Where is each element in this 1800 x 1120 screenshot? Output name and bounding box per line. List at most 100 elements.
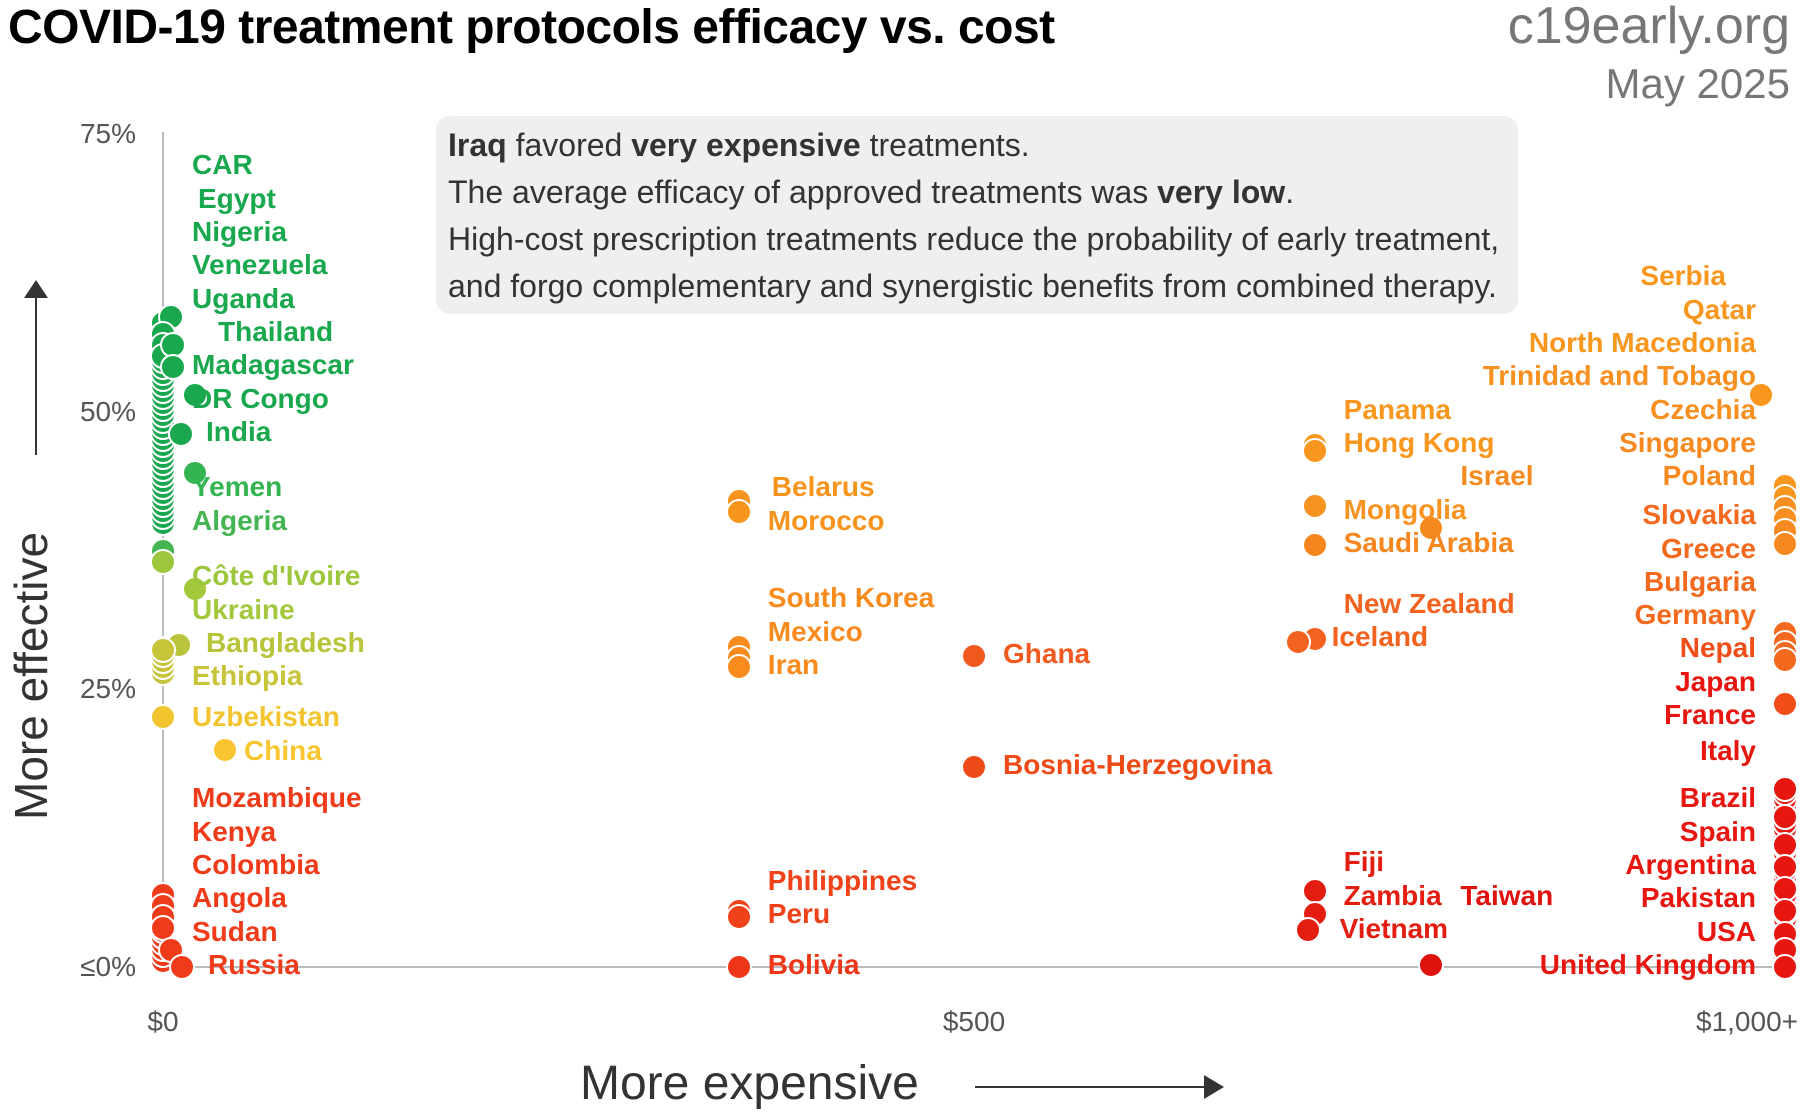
point-label: Philippines xyxy=(767,864,918,896)
data-point xyxy=(961,754,987,781)
point-label: Ghana xyxy=(1003,638,1091,669)
data-point xyxy=(182,459,209,486)
point-label: Bosnia-Herzegovina xyxy=(1003,749,1273,781)
point-label: South Korea xyxy=(767,582,935,614)
point-label: Uzbekistan xyxy=(192,701,340,733)
data-point xyxy=(1772,776,1798,803)
point-label: Israel xyxy=(1460,460,1534,492)
x-axis-label: More expensive xyxy=(580,1057,919,1110)
data-point xyxy=(725,498,752,525)
point-label: Iceland xyxy=(1331,621,1429,653)
point-label: Italy xyxy=(1699,734,1756,766)
point-label: Taiwan xyxy=(1460,880,1554,912)
data-point xyxy=(1301,531,1328,558)
data-point xyxy=(725,904,752,931)
info-box xyxy=(436,116,1518,314)
point-label: Côte d'Ivoire xyxy=(192,560,361,592)
info-line-3: High-cost prescription treatments reduce… xyxy=(448,221,1500,257)
chart-date: May 2025 xyxy=(1605,60,1790,107)
data-point xyxy=(150,915,176,942)
point-label: DR Congo xyxy=(192,382,329,414)
point-label: China xyxy=(244,734,322,766)
point-label: Thailand xyxy=(218,315,334,347)
data-point xyxy=(1301,493,1328,520)
point-label: Egypt xyxy=(198,182,276,214)
point-label: Panama xyxy=(1343,393,1452,425)
point-label: Bangladesh xyxy=(206,626,365,658)
point-label: France xyxy=(1664,699,1756,731)
point-label: Kenya xyxy=(192,815,277,847)
x-tick-label: $1,000+ xyxy=(1696,1006,1798,1037)
point-label: Poland xyxy=(1662,460,1756,492)
point-label: Morocco xyxy=(767,504,885,536)
data-point xyxy=(1772,690,1798,717)
point-label: Angola xyxy=(192,882,287,914)
point-label: Brazil xyxy=(1679,782,1756,814)
point-label: Ukraine xyxy=(192,593,295,625)
y-arrow-head xyxy=(24,280,48,298)
point-label: Zambia xyxy=(1343,880,1442,912)
point-label: Fiji xyxy=(1343,845,1385,877)
data-point xyxy=(1772,954,1798,980)
point-label: Vietnam xyxy=(1339,913,1449,945)
data-point xyxy=(1772,530,1798,557)
data-point xyxy=(1285,628,1312,655)
y-tick-label: ≤0% xyxy=(80,951,136,982)
point-label: Hong Kong xyxy=(1343,426,1495,458)
data-point xyxy=(725,954,752,980)
point-label: Iran xyxy=(767,649,820,681)
x-arrow-head xyxy=(1204,1075,1224,1099)
point-label: Sudan xyxy=(192,915,278,947)
point-label: Slovakia xyxy=(1642,499,1756,531)
data-point xyxy=(725,654,752,681)
data-point xyxy=(211,737,238,764)
point-label: Venezuela xyxy=(192,249,328,281)
point-label: Mexico xyxy=(767,615,863,647)
data-point xyxy=(150,548,176,575)
point-label: Uganda xyxy=(192,282,295,314)
data-point xyxy=(961,643,987,669)
data-point xyxy=(1772,647,1798,674)
point-label: Spain xyxy=(1679,815,1756,847)
data-point xyxy=(1295,917,1322,944)
x-tick-label: $500 xyxy=(942,1006,1006,1037)
data-point xyxy=(1418,515,1445,542)
x-tick-label: $0 xyxy=(147,1006,179,1037)
point-label: Mongolia xyxy=(1343,493,1467,525)
point-label: Colombia xyxy=(192,849,320,881)
y-tick-label: 75% xyxy=(79,118,136,149)
point-label: Russia xyxy=(208,949,300,980)
point-label: Mozambique xyxy=(192,782,362,814)
point-label: Peru xyxy=(767,897,831,929)
data-point xyxy=(182,382,209,408)
point-label: Bolivia xyxy=(767,949,860,980)
point-label: Serbia xyxy=(1640,260,1726,292)
point-label: Bulgaria xyxy=(1643,565,1756,597)
brand-text: c19early.org xyxy=(1507,0,1790,55)
point-label: Qatar xyxy=(1682,293,1756,325)
point-label: Belarus xyxy=(771,471,875,503)
y-axis-label: More effective xyxy=(5,531,57,820)
data-point xyxy=(1772,804,1798,831)
y-tick-label: 50% xyxy=(79,395,136,427)
point-label: Czechia xyxy=(1650,393,1756,425)
data-point xyxy=(1772,854,1798,881)
data-point xyxy=(1747,382,1774,408)
point-label: CAR xyxy=(192,149,253,181)
point-label: Nepal xyxy=(1679,632,1756,664)
point-label: New Zealand xyxy=(1343,588,1515,620)
point-label: Japan xyxy=(1675,665,1756,697)
data-point xyxy=(150,637,176,664)
brand-logo: c19early.org xyxy=(1508,0,1790,56)
point-label: Argentina xyxy=(1625,849,1756,881)
chart-title: COVID-19 treatment protocols efficacy vs… xyxy=(8,1,1055,54)
point-label: Greece xyxy=(1661,532,1756,564)
data-point xyxy=(182,576,209,603)
info-line-4: and forgo complementary and synergistic … xyxy=(448,268,1497,304)
info-line-1: Iraq favored very expensive treatments. xyxy=(448,127,1030,163)
point-label: Ethiopia xyxy=(192,660,303,692)
point-label: United Kingdom xyxy=(1539,949,1756,980)
point-label: Pakistan xyxy=(1640,882,1756,914)
data-point xyxy=(159,354,186,381)
